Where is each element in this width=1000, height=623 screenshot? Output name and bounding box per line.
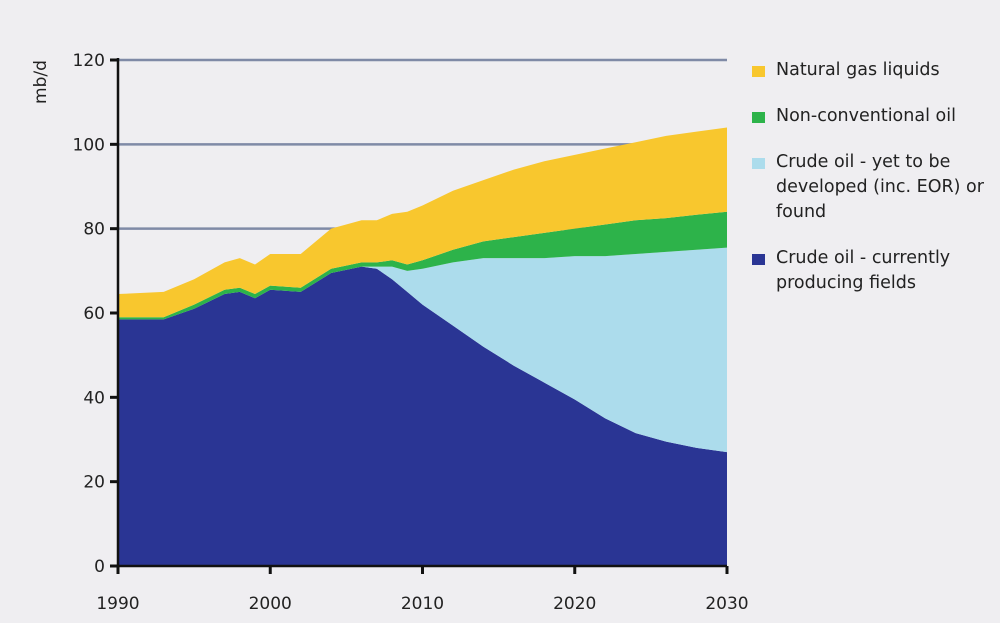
y-tick-label: 60 <box>83 304 105 324</box>
legend-item-nonconventional: Non-conventional oil <box>752 104 997 129</box>
legend-item-ngl: Natural gas liquids <box>752 58 997 83</box>
y-tick-label: 80 <box>83 220 105 240</box>
y-tick-label: 0 <box>94 557 105 577</box>
legend-item-crude-yet: Crude oil - yet to be developed (inc. EO… <box>752 150 997 225</box>
y-tick-label: 40 <box>83 388 105 408</box>
legend: Natural gas liquids Non-conventional oil… <box>752 58 997 317</box>
legend-label: Non-conventional oil <box>776 106 956 126</box>
x-tick-label: 2000 <box>249 594 292 614</box>
x-tick-label: 2030 <box>705 594 748 614</box>
y-tick-label: 120 <box>73 51 105 71</box>
legend-swatch <box>752 112 765 123</box>
legend-label: Natural gas liquids <box>776 60 940 80</box>
y-tick-label: 20 <box>83 473 105 493</box>
legend-label: Crude oil - currently producing fields <box>776 248 951 293</box>
legend-swatch <box>752 66 765 77</box>
legend-item-crude-producing: Crude oil - currently producing fields <box>752 246 997 296</box>
legend-label: Crude oil - yet to be developed (inc. EO… <box>776 152 984 222</box>
y-axis-label: mb/d <box>31 60 51 104</box>
area-series-3 <box>118 127 727 318</box>
x-tick-label: 1990 <box>96 594 139 614</box>
legend-swatch <box>752 254 765 265</box>
x-tick-label: 2010 <box>401 594 444 614</box>
y-tick-label: 100 <box>73 135 105 155</box>
area-series-0 <box>118 266 727 566</box>
x-tick-label: 2020 <box>553 594 596 614</box>
area-series-1 <box>118 247 727 453</box>
area-series-2 <box>118 211 727 320</box>
legend-swatch <box>752 158 765 169</box>
